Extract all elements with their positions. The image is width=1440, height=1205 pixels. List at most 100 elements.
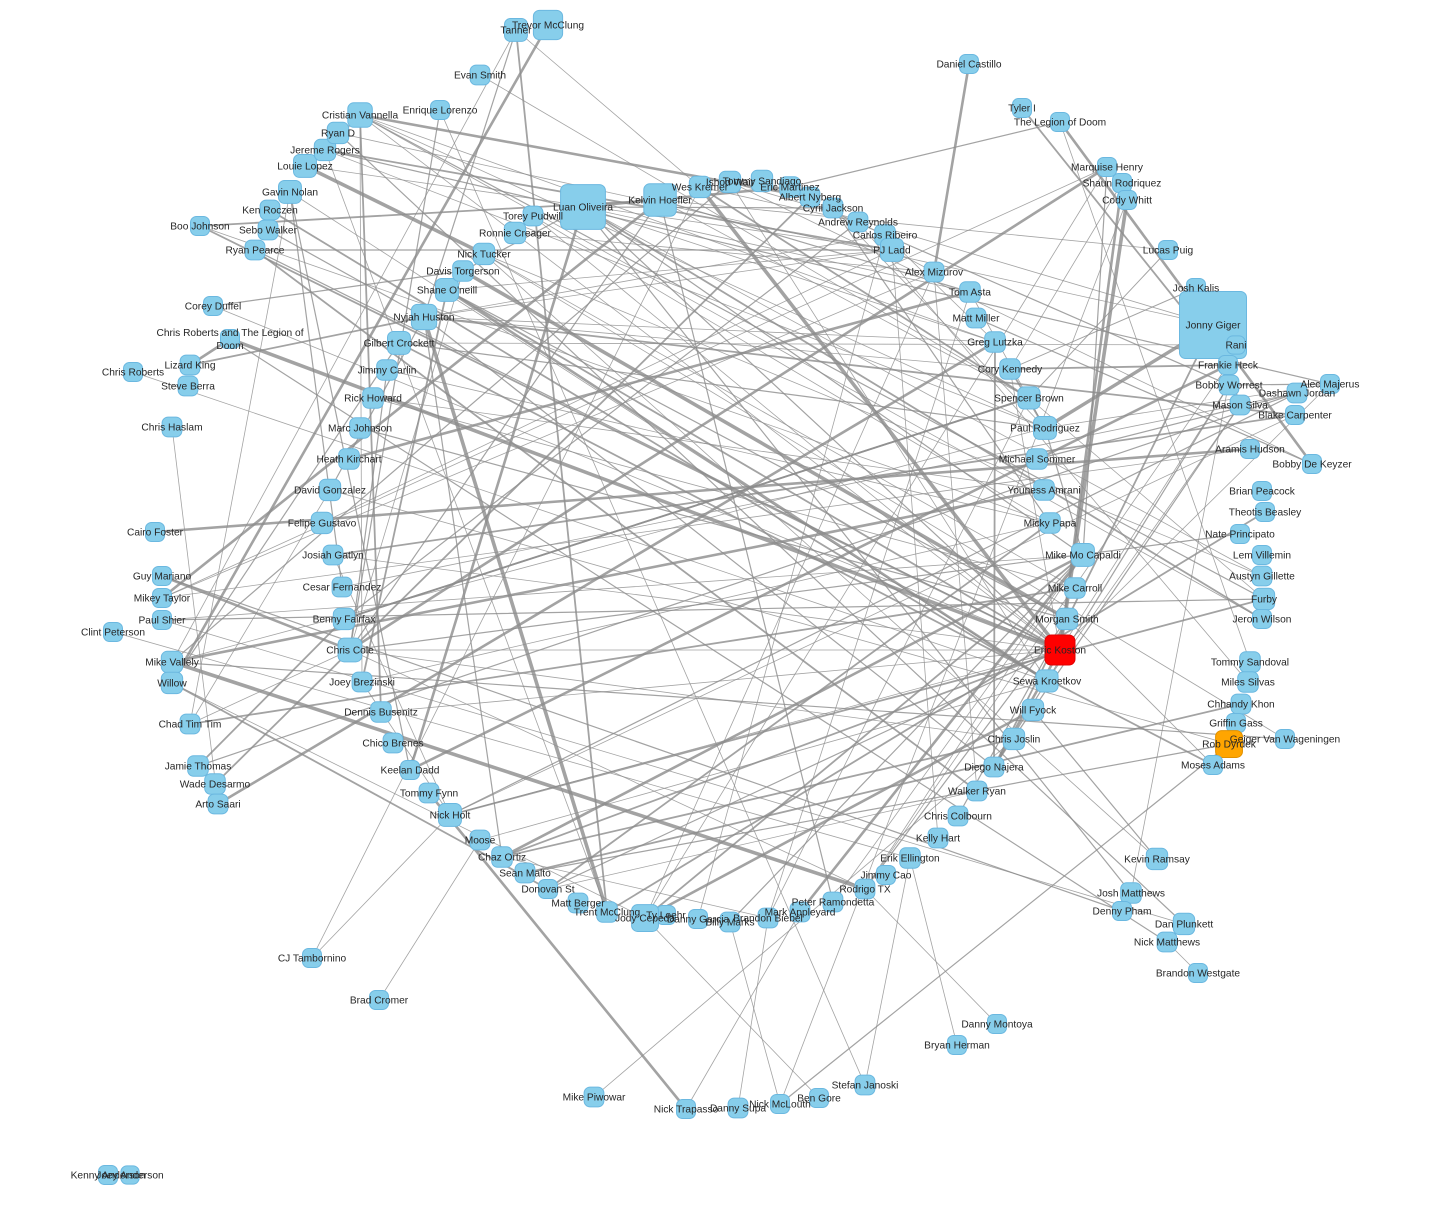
svg-text:Shaun Rodriquez: Shaun Rodriquez (1083, 179, 1162, 190)
svg-text:Enrique Lorenzo: Enrique Lorenzo (403, 106, 478, 117)
svg-text:Rodrigo TX: Rodrigo TX (839, 885, 891, 896)
svg-text:Sean Malto: Sean Malto (499, 869, 551, 880)
svg-text:Nate Principato: Nate Principato (1205, 530, 1275, 541)
svg-text:Kelly Hart: Kelly Hart (916, 834, 960, 845)
svg-text:Joey Anderson: Joey Anderson (96, 1171, 163, 1182)
svg-text:Lem Villemin: Lem Villemin (1233, 551, 1291, 562)
svg-text:Cesar Fernandez: Cesar Fernandez (303, 583, 382, 594)
svg-text:Rick Howard: Rick Howard (344, 394, 402, 405)
svg-text:Donovan St: Donovan St (521, 885, 574, 896)
svg-text:Brad Cromer: Brad Cromer (350, 996, 409, 1007)
svg-text:The Legion of Doom: The Legion of Doom (1014, 118, 1106, 129)
svg-text:Theotis Beasley: Theotis Beasley (1229, 508, 1302, 519)
svg-text:Dennis Busenitz: Dennis Busenitz (344, 708, 418, 719)
svg-text:Mike Vallely: Mike Vallely (145, 658, 199, 669)
svg-text:Jimmy Cao: Jimmy Cao (861, 871, 912, 882)
svg-text:Chris Colbourn: Chris Colbourn (924, 812, 992, 823)
svg-text:Kevin Ramsay: Kevin Ramsay (1124, 855, 1191, 866)
svg-text:Willow: Willow (157, 679, 187, 690)
svg-text:Arto Saari: Arto Saari (195, 800, 240, 811)
svg-text:Guy Mariano: Guy Mariano (133, 572, 192, 583)
svg-text:Davis Torgerson: Davis Torgerson (426, 267, 499, 278)
svg-text:Felipe Gustavo: Felipe Gustavo (288, 519, 357, 530)
svg-text:Carlos Ribeiro: Carlos Ribeiro (853, 231, 918, 242)
svg-text:Ronnie Creager: Ronnie Creager (479, 229, 552, 240)
svg-text:Spencer Brown: Spencer Brown (994, 394, 1064, 405)
svg-text:Heath Kirchart: Heath Kirchart (316, 455, 381, 466)
svg-text:Tanner: Tanner (500, 26, 532, 37)
svg-text:Ryan D: Ryan D (321, 129, 355, 140)
svg-text:Bobby De Keyzer: Bobby De Keyzer (1272, 460, 1352, 471)
svg-text:CJ Tambornino: CJ Tambornino (278, 954, 347, 965)
svg-text:Dan Plunkett: Dan Plunkett (1155, 920, 1213, 931)
svg-text:Joey Brezinski: Joey Brezinski (329, 678, 395, 689)
svg-text:Corey Duffel: Corey Duffel (185, 302, 241, 313)
svg-text:Matt Miller: Matt Miller (953, 314, 1001, 325)
svg-text:Chad Tim Tim: Chad Tim Tim (159, 720, 222, 731)
svg-text:Chris Cole: Chris Cole (326, 646, 374, 657)
svg-text:Ken Roczen: Ken Roczen (242, 206, 298, 217)
svg-text:Walker Ryan: Walker Ryan (948, 787, 1006, 798)
svg-text:Miles Silvas: Miles Silvas (1221, 678, 1275, 689)
svg-text:Cairo Foster: Cairo Foster (127, 528, 184, 539)
svg-text:Rob Dyrdek: Rob Dyrdek (1202, 740, 1257, 751)
svg-text:Nick Holt: Nick Holt (430, 811, 471, 822)
svg-text:Danny Montoya: Danny Montoya (961, 1020, 1033, 1031)
svg-text:Micky Papa: Micky Papa (1024, 519, 1077, 530)
svg-text:Matt Berger: Matt Berger (551, 899, 605, 910)
svg-text:Griffin Gass: Griffin Gass (1209, 719, 1263, 730)
svg-text:Wade Desarmo: Wade Desarmo (180, 780, 251, 791)
svg-text:Tyler I: Tyler I (1008, 104, 1036, 115)
svg-text:Marquise Henry: Marquise Henry (1071, 163, 1144, 174)
svg-text:Paul Shier: Paul Shier (138, 616, 186, 627)
svg-text:Denny Pham: Denny Pham (1093, 907, 1152, 918)
svg-text:Cory Kennedy: Cory Kennedy (978, 365, 1043, 376)
svg-text:Marc Johnson: Marc Johnson (328, 424, 392, 435)
svg-text:Cristian Vannella: Cristian Vannella (322, 111, 399, 122)
svg-text:Josh Matthews: Josh Matthews (1097, 889, 1165, 900)
svg-text:Youness Amrani: Youness Amrani (1007, 486, 1080, 497)
svg-text:Stefan Janoski: Stefan Janoski (832, 1081, 899, 1092)
svg-text:Doom: Doom (216, 341, 243, 352)
svg-text:Louie Lopez: Louie Lopez (277, 162, 333, 173)
svg-text:Luan Oliveira: Luan Oliveira (553, 203, 613, 214)
svg-text:Eric Koston: Eric Koston (1034, 646, 1086, 657)
svg-text:Boo Johnson: Boo Johnson (170, 222, 229, 233)
svg-text:Chhandy Khon: Chhandy Khon (1207, 700, 1274, 711)
svg-text:Jereme Rogers: Jereme Rogers (290, 146, 360, 157)
svg-text:Cody Whitt: Cody Whitt (1102, 196, 1152, 207)
svg-text:Jimmy Carlin: Jimmy Carlin (358, 366, 417, 377)
svg-text:Andrew Reynolds: Andrew Reynolds (818, 218, 898, 229)
svg-text:Cyril Jackson: Cyril Jackson (803, 204, 864, 215)
svg-text:Bryan Herman: Bryan Herman (924, 1041, 990, 1052)
svg-text:Moose: Moose (465, 836, 496, 847)
svg-text:Nyjah Huston: Nyjah Huston (393, 313, 454, 324)
svg-text:Mikey Taylor: Mikey Taylor (134, 594, 191, 605)
svg-text:Michael Sommer: Michael Sommer (999, 455, 1076, 466)
svg-text:David Gonzalez: David Gonzalez (294, 486, 366, 497)
svg-text:Jamie Thomas: Jamie Thomas (165, 762, 232, 773)
svg-text:Will Fyock: Will Fyock (1010, 706, 1057, 717)
svg-text:Austyn Gillette: Austyn Gillette (1229, 572, 1295, 583)
svg-text:Aramis Hudson: Aramis Hudson (1215, 445, 1285, 456)
svg-text:Shane O'neill: Shane O'neill (417, 286, 477, 297)
svg-text:Josh Kalis: Josh Kalis (1173, 284, 1219, 295)
svg-text:Brian Peacock: Brian Peacock (1229, 487, 1296, 498)
svg-text:Josiah Gatlyn: Josiah Gatlyn (302, 551, 364, 562)
svg-text:Lucas Puig: Lucas Puig (1143, 246, 1194, 257)
svg-text:Chris Haslam: Chris Haslam (141, 423, 202, 434)
svg-text:Clint Peterson: Clint Peterson (81, 628, 145, 639)
svg-text:Chris Roberts and The Legion o: Chris Roberts and The Legion of (156, 328, 303, 339)
svg-text:Morgan Smith: Morgan Smith (1035, 615, 1098, 626)
svg-text:Chico Brenes: Chico Brenes (362, 739, 423, 750)
svg-text:Blake Carpenter: Blake Carpenter (1258, 411, 1332, 422)
svg-text:Nick Trapasso: Nick Trapasso (654, 1105, 719, 1116)
svg-text:Chris Roberts: Chris Roberts (102, 368, 164, 379)
svg-text:Gavin Nolan: Gavin Nolan (262, 188, 318, 199)
svg-text:PJ Ladd: PJ Ladd (873, 246, 911, 257)
svg-text:Evan Smith: Evan Smith (454, 71, 506, 82)
svg-text:Nick Tucker: Nick Tucker (457, 250, 511, 261)
svg-text:Tommy Fynn: Tommy Fynn (400, 789, 458, 800)
svg-text:Daniel Castillo: Daniel Castillo (936, 60, 1001, 71)
svg-text:Tom Asta: Tom Asta (949, 288, 991, 299)
